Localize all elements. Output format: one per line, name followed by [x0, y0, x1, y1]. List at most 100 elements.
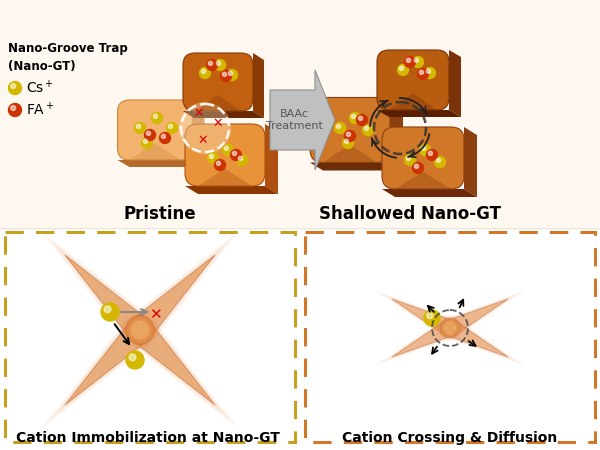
Circle shape	[206, 59, 218, 71]
FancyBboxPatch shape	[310, 98, 390, 162]
Circle shape	[236, 154, 248, 166]
Circle shape	[215, 159, 226, 171]
Text: ✕: ✕	[213, 117, 223, 130]
Polygon shape	[392, 322, 457, 357]
Circle shape	[11, 106, 16, 111]
Polygon shape	[377, 110, 461, 117]
Polygon shape	[65, 321, 149, 405]
Polygon shape	[65, 255, 149, 339]
Polygon shape	[65, 321, 149, 405]
Circle shape	[440, 318, 460, 338]
Polygon shape	[443, 295, 517, 335]
Circle shape	[209, 154, 214, 158]
Polygon shape	[442, 290, 526, 336]
Circle shape	[143, 139, 148, 144]
Bar	[0, 0, 600, 230]
Text: ✕: ✕	[149, 307, 161, 323]
Polygon shape	[443, 321, 517, 361]
Polygon shape	[54, 244, 151, 341]
Circle shape	[8, 81, 22, 94]
Circle shape	[362, 125, 373, 135]
Polygon shape	[193, 100, 205, 167]
Polygon shape	[374, 320, 458, 366]
Circle shape	[167, 122, 178, 134]
Circle shape	[8, 104, 22, 117]
Circle shape	[398, 64, 409, 76]
Circle shape	[229, 71, 233, 76]
Circle shape	[427, 313, 433, 319]
Circle shape	[443, 320, 457, 335]
Polygon shape	[131, 321, 215, 405]
Circle shape	[142, 138, 152, 148]
Polygon shape	[310, 162, 403, 171]
Polygon shape	[442, 320, 526, 366]
Polygon shape	[198, 169, 252, 186]
Text: Cation Crossing & Diffusion: Cation Crossing & Diffusion	[343, 431, 557, 445]
Circle shape	[335, 122, 346, 134]
Polygon shape	[131, 255, 215, 339]
Circle shape	[136, 124, 140, 128]
Circle shape	[121, 311, 158, 349]
Circle shape	[427, 69, 431, 73]
Text: ✕: ✕	[194, 107, 204, 120]
Circle shape	[146, 131, 151, 135]
Polygon shape	[65, 255, 149, 339]
Circle shape	[418, 68, 428, 80]
Circle shape	[421, 146, 425, 150]
FancyBboxPatch shape	[382, 127, 464, 189]
Circle shape	[126, 316, 154, 344]
Polygon shape	[253, 53, 264, 118]
Circle shape	[364, 126, 368, 130]
FancyBboxPatch shape	[118, 100, 193, 160]
Polygon shape	[185, 186, 278, 194]
Polygon shape	[183, 111, 264, 118]
Text: BAAc
Treatment: BAAc Treatment	[266, 109, 323, 131]
Circle shape	[124, 314, 157, 346]
Circle shape	[358, 116, 362, 121]
Circle shape	[436, 158, 440, 162]
Circle shape	[346, 132, 350, 136]
Text: Cation Immobilization at Nano-GT: Cation Immobilization at Nano-GT	[16, 431, 280, 445]
Polygon shape	[449, 50, 461, 117]
Polygon shape	[130, 244, 226, 341]
Circle shape	[126, 351, 144, 369]
Polygon shape	[130, 320, 226, 416]
Polygon shape	[389, 93, 437, 110]
Polygon shape	[374, 290, 458, 336]
Circle shape	[238, 156, 242, 161]
Text: ✕: ✕	[198, 134, 208, 147]
Circle shape	[413, 162, 424, 174]
Circle shape	[232, 151, 236, 155]
Circle shape	[344, 139, 349, 144]
Circle shape	[415, 164, 419, 168]
Circle shape	[400, 66, 404, 71]
Polygon shape	[128, 233, 238, 342]
Circle shape	[145, 130, 155, 140]
Circle shape	[208, 153, 218, 163]
Polygon shape	[265, 124, 278, 194]
Circle shape	[415, 58, 419, 63]
Circle shape	[352, 114, 356, 118]
Circle shape	[154, 114, 158, 118]
Polygon shape	[130, 143, 181, 160]
Circle shape	[130, 320, 151, 341]
Polygon shape	[43, 318, 152, 428]
Polygon shape	[43, 233, 152, 342]
Circle shape	[406, 58, 410, 63]
Polygon shape	[383, 295, 457, 335]
Text: FA$^+$: FA$^+$	[26, 101, 55, 119]
Circle shape	[425, 68, 436, 78]
Circle shape	[134, 122, 146, 134]
Circle shape	[227, 69, 238, 81]
Circle shape	[419, 144, 431, 156]
Polygon shape	[131, 255, 215, 339]
Circle shape	[169, 124, 173, 128]
Polygon shape	[383, 321, 457, 361]
Circle shape	[223, 72, 227, 76]
Circle shape	[128, 318, 152, 342]
Circle shape	[217, 161, 221, 166]
FancyBboxPatch shape	[377, 50, 449, 110]
Circle shape	[413, 57, 424, 68]
Circle shape	[11, 84, 16, 89]
Circle shape	[437, 315, 463, 341]
